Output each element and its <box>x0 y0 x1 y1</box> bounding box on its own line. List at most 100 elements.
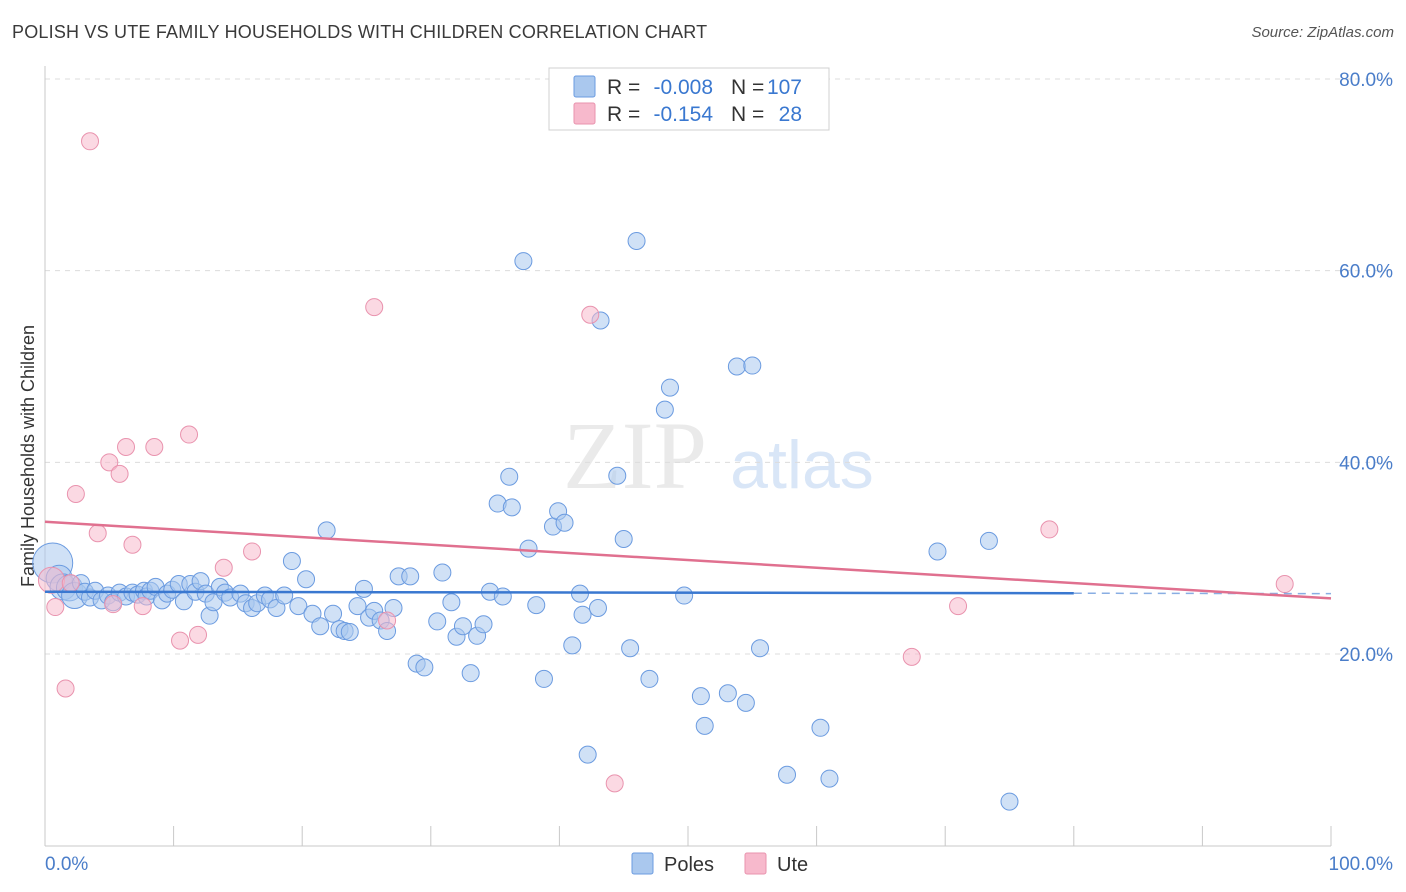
y-tick-label: 20.0% <box>1339 645 1393 666</box>
x-tick-label: 0.0% <box>45 854 88 875</box>
poles-point <box>588 599 607 617</box>
legend-poles-swatch <box>573 75 596 98</box>
ute-point <box>581 305 600 324</box>
ute-point <box>214 558 233 577</box>
poles-point <box>718 684 737 703</box>
ute-point <box>110 464 129 483</box>
poles-point <box>348 597 367 616</box>
poles-point <box>578 745 597 764</box>
series-ute-points <box>37 132 1294 793</box>
legend-ute-r-label: R = <box>607 103 640 126</box>
y-axis-label: Family Households with Children <box>18 325 38 587</box>
ute-point <box>189 625 208 644</box>
ute-point <box>1040 520 1059 539</box>
poles-point <box>297 570 316 589</box>
ute-point <box>81 132 100 151</box>
poles-point <box>811 718 830 737</box>
ute-point <box>133 597 152 616</box>
poles-point <box>608 466 627 485</box>
poles-point <box>519 539 538 558</box>
x-tick-labels: 0.0% 100.0% <box>45 854 1393 875</box>
bottom-legend-ute-label-swatch <box>744 852 767 875</box>
poles-point <box>527 596 546 615</box>
poles-point <box>727 357 746 376</box>
poles-point <box>534 669 553 688</box>
legend-ute-swatch <box>573 102 596 125</box>
poles-point <box>204 593 223 612</box>
poles-point <box>442 593 461 612</box>
poles-trend-line <box>44 590 1074 595</box>
trend-lines <box>44 520 1332 600</box>
legend-ute-n-value: 28 <box>779 103 802 126</box>
ute-point <box>123 535 142 554</box>
gridlines <box>45 78 1393 655</box>
poles-point <box>500 467 519 486</box>
legend-ute-r-value: -0.154 <box>653 103 713 126</box>
legend-poles-n-label: N = <box>731 76 764 99</box>
source-label: Source: ZipAtlas.com <box>1251 24 1394 41</box>
poles-point <box>474 615 493 634</box>
poles-point <box>614 530 633 548</box>
poles-point <box>751 639 770 658</box>
y-tick-label: 40.0% <box>1339 453 1393 474</box>
poles-point <box>493 587 512 606</box>
ute-point <box>1275 575 1294 594</box>
ute-point <box>243 542 262 561</box>
poles-point <box>324 604 343 623</box>
ute-point <box>66 484 85 503</box>
legend-ute-n-label: N = <box>731 103 764 126</box>
legend-poles-r-value: -0.008 <box>653 76 713 99</box>
ute-point <box>145 438 164 456</box>
ute-point <box>100 453 119 472</box>
poles-point <box>820 769 839 788</box>
legend-box <box>548 67 830 131</box>
ute-point <box>949 597 968 616</box>
poles-point <box>563 636 582 655</box>
poles-point <box>736 693 755 712</box>
ute-point <box>378 611 397 630</box>
y-tick-labels: 20.0% 40.0% 60.0% 80.0% <box>1339 70 1393 666</box>
poles-point <box>354 579 373 598</box>
bottom-legend-poles-swatch <box>631 852 654 875</box>
poles-point <box>555 513 574 532</box>
bottom-legend-ute-label: Ute <box>777 854 808 876</box>
poles-point <box>743 356 762 375</box>
poles-point <box>1000 792 1019 811</box>
correlation-legend: R = -0.008 N = 107 R = -0.154 N = 28 <box>548 67 830 131</box>
poles-point <box>675 586 694 605</box>
ute-point <box>56 679 75 698</box>
poles-point <box>453 617 472 636</box>
chart-title: POLISH VS UTE FAMILY HOUSEHOLDS WITH CHI… <box>12 22 708 42</box>
legend-poles-r-label: R = <box>607 76 640 99</box>
ute-point <box>605 774 624 793</box>
poles-point <box>428 612 447 631</box>
poles-point <box>778 765 797 784</box>
y-tick-label: 60.0% <box>1339 262 1393 283</box>
poles-point <box>340 622 359 641</box>
y-tick-label: 80.0% <box>1339 70 1393 91</box>
bottom-legend-poles-label: Poles <box>664 854 714 876</box>
x-tick-label: 100.0% <box>1329 854 1394 875</box>
series-poles-points <box>32 231 1019 811</box>
ute-point <box>365 298 384 317</box>
poles-point <box>640 669 659 688</box>
poles-point <box>514 252 533 271</box>
poles-point <box>660 378 679 397</box>
series-legend: Poles Ute <box>631 852 808 876</box>
poles-point <box>401 567 420 586</box>
poles-point <box>621 639 640 658</box>
ute-point <box>104 595 123 614</box>
legend-poles-n-value: 107 <box>767 76 802 99</box>
poles-point <box>289 597 308 616</box>
ute-point <box>117 438 136 456</box>
poles-point <box>979 531 998 550</box>
watermark-zip: ZIP <box>563 402 707 509</box>
poles-point <box>317 521 336 540</box>
poles-point <box>415 658 434 677</box>
poles-point <box>928 542 947 561</box>
ute-trend-line <box>44 520 1332 600</box>
poles-point <box>655 400 674 419</box>
ute-point <box>180 425 199 444</box>
